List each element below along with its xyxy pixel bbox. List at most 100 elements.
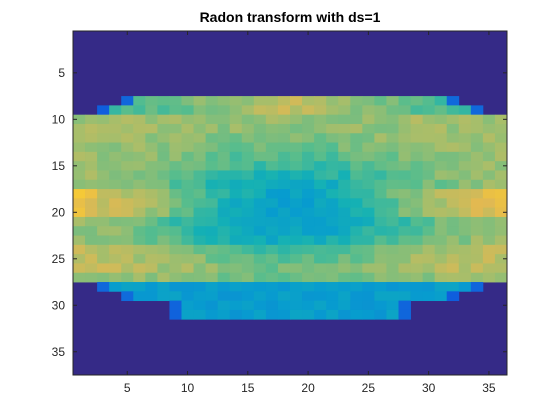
heatmap-cell [121, 151, 134, 162]
heatmap-cell [398, 151, 411, 162]
heatmap-cell [410, 291, 424, 302]
heatmap-cell [121, 216, 134, 227]
heatmap-cell [109, 114, 122, 125]
heatmap-cell [205, 226, 219, 236]
heatmap-cell [374, 123, 387, 134]
heatmap-cell [302, 161, 315, 171]
heatmap-cell [217, 142, 231, 153]
heatmap-cell [241, 189, 255, 199]
heatmap-cell [97, 207, 110, 218]
heatmap-cell [253, 161, 267, 171]
heatmap-cell [121, 263, 134, 274]
heatmap-cell [434, 244, 448, 255]
heatmap-cell [398, 105, 411, 116]
heatmap-cell [434, 235, 448, 246]
heatmap-cell [253, 226, 267, 236]
heatmap-cell [458, 235, 472, 246]
heatmap-cell [169, 179, 182, 190]
heatmap-cell [314, 244, 327, 255]
heatmap-cell [302, 198, 315, 209]
heatmap-cell [458, 198, 472, 209]
heatmap-cell [482, 235, 496, 246]
heatmap-cell [205, 235, 219, 246]
heatmap-cell [482, 179, 496, 190]
heatmap-cell [482, 133, 496, 143]
heatmap-cell [145, 170, 158, 181]
heatmap-cell [253, 189, 267, 199]
heatmap-cell [217, 263, 231, 274]
heatmap-cell [97, 170, 110, 181]
heatmap-cell [398, 263, 411, 274]
heatmap-cell [85, 207, 98, 218]
heatmap-cell [386, 291, 399, 302]
heatmap-cell [97, 244, 110, 255]
heatmap-cell [338, 263, 351, 274]
heatmap-cell [277, 272, 291, 283]
heatmap-cell [314, 96, 327, 106]
heatmap-cell [193, 216, 207, 227]
heatmap-cell [302, 189, 315, 199]
heatmap-cell [338, 114, 351, 125]
heatmap-cell [181, 114, 194, 125]
heatmap-cell [133, 216, 146, 227]
heatmap-cell [205, 142, 219, 153]
heatmap-cell [290, 291, 303, 302]
heatmap-cell [470, 207, 484, 218]
heatmap-cell [145, 244, 158, 255]
heatmap-cell [85, 133, 98, 143]
heatmap-cell [374, 282, 387, 292]
heatmap-cell [205, 263, 219, 274]
heatmap-cell [241, 207, 255, 218]
heatmap-cell [458, 161, 472, 171]
heatmap-cell [302, 216, 315, 227]
heatmap-cell [362, 282, 375, 292]
heatmap-cell [229, 272, 243, 283]
heatmap-cell [350, 226, 363, 236]
heatmap-cell [229, 170, 243, 181]
heatmap-cell [350, 216, 363, 227]
heatmap-cell [458, 105, 472, 116]
heatmap-cell [302, 235, 315, 246]
heatmap-cell [97, 123, 110, 134]
heatmap-cell [277, 133, 291, 143]
heatmap-cell [326, 114, 339, 125]
heatmap-cell [362, 226, 375, 236]
heatmap-cell [422, 198, 436, 209]
heatmap-cell [253, 151, 267, 162]
heatmap-cell [73, 179, 86, 190]
heatmap-cell [362, 263, 375, 274]
heatmap-cell [422, 244, 436, 255]
heatmap-cell [434, 226, 448, 236]
heatmap-cell [217, 216, 231, 227]
heatmap-cell [326, 161, 339, 171]
heatmap-cell [434, 96, 448, 106]
heatmap-cell [290, 282, 303, 292]
heatmap-cell [290, 179, 303, 190]
heatmap-cell [277, 300, 291, 311]
heatmap-cell [458, 123, 472, 134]
heatmap-cell [446, 272, 460, 283]
y-tick-label: 20 [52, 205, 66, 219]
heatmap-cell [181, 207, 194, 218]
heatmap-cell [338, 151, 351, 162]
heatmap-cell [157, 291, 170, 302]
heatmap-cell [253, 114, 267, 125]
heatmap-cell [398, 142, 411, 153]
heatmap-cell [374, 179, 387, 190]
heatmap-cell [374, 235, 387, 246]
heatmap-cell [133, 198, 146, 209]
heatmap-cell [422, 291, 436, 302]
heatmap-cell [374, 291, 387, 302]
heatmap-cell [253, 300, 267, 311]
heatmap-cell [277, 291, 291, 302]
heatmap-cell [494, 179, 508, 190]
heatmap-cell [470, 123, 484, 134]
heatmap-cell [458, 151, 472, 162]
heatmap-cell [181, 300, 194, 311]
heatmap-cell [470, 235, 484, 246]
heatmap-cell [133, 254, 146, 264]
heatmap-cell [73, 142, 86, 153]
heatmap-cell [398, 96, 411, 106]
heatmap-cell [145, 226, 158, 236]
